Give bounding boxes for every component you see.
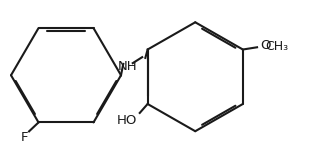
Text: F: F <box>21 131 28 144</box>
Text: NH: NH <box>118 60 138 73</box>
Text: O: O <box>260 39 271 52</box>
Text: HO: HO <box>117 114 137 127</box>
Text: CH₃: CH₃ <box>266 40 289 53</box>
